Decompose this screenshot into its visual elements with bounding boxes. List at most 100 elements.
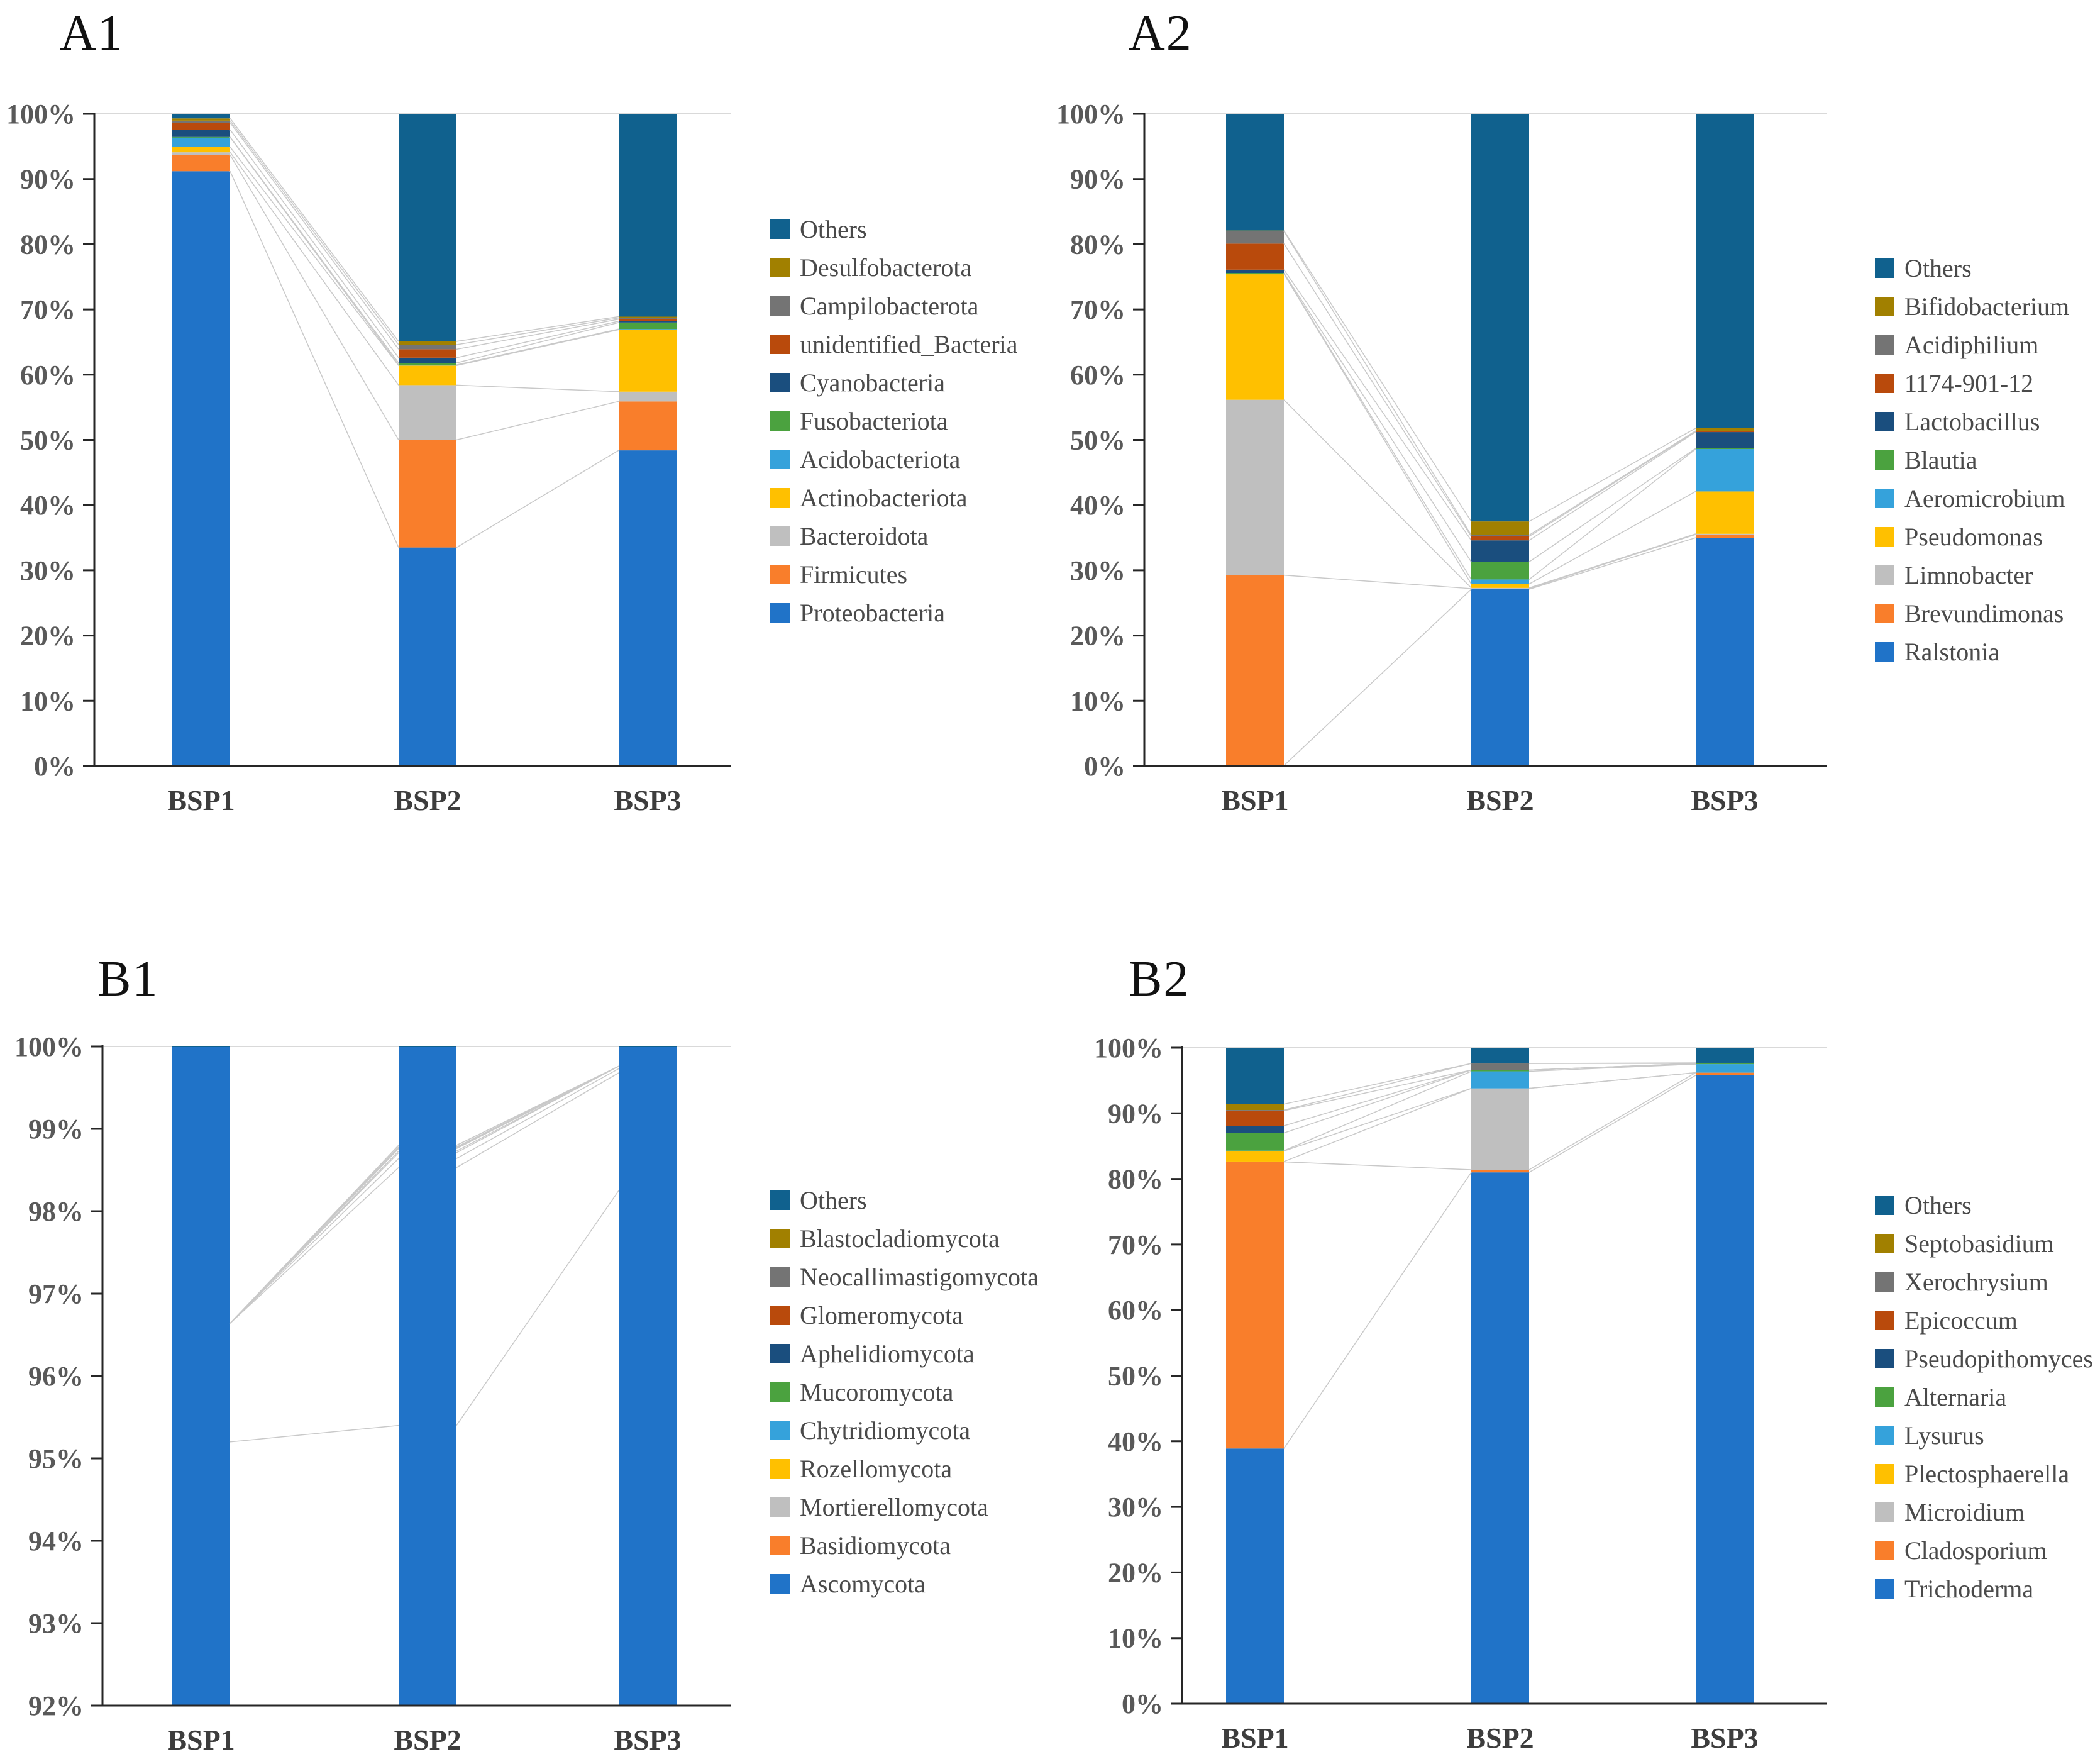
- legend-swatch-icon: [1875, 1234, 1894, 1253]
- legend-label: Firmicutes: [800, 560, 908, 589]
- legend-item: Actinobacteriota: [770, 479, 1018, 517]
- bar-segment-Septobasidium: [1226, 1104, 1284, 1111]
- legend-label: Others: [800, 215, 867, 243]
- legend-label: Others: [1904, 254, 1972, 282]
- bar-segment-Campilobacterota: [172, 120, 230, 123]
- legend-label: Rozellomycota: [800, 1455, 953, 1483]
- connector-line: [1283, 589, 1472, 767]
- x-category-label: BSP2: [394, 784, 461, 816]
- bar-segment-Desulfobacterota: [619, 316, 677, 318]
- connector-line: [1528, 491, 1696, 585]
- panel-title-b1: B1: [97, 952, 159, 1007]
- connector-line: [456, 321, 619, 358]
- bar-segment-unidentified_Bacteria: [619, 319, 677, 321]
- bar-segment-Blautia: [1226, 273, 1284, 274]
- connector-line: [1283, 1063, 1472, 1111]
- legend-item: 1174-901-12: [1875, 364, 2069, 402]
- bar-segment-Bacteroidota: [172, 152, 230, 155]
- legend-swatch-icon: [1875, 565, 1894, 585]
- bar-segment-Acidiphilium: [1226, 231, 1284, 244]
- y-tick-label: 92%: [28, 1690, 84, 1721]
- connector-line: [456, 1072, 619, 1168]
- bar-segment-Actinobacteriota: [619, 330, 677, 392]
- legend-swatch-icon: [1875, 450, 1894, 470]
- connector-line: [1528, 448, 1696, 563]
- legend-item: Fusobacteriota: [770, 402, 1018, 440]
- connector-line: [456, 318, 619, 350]
- legend-label: Blautia: [1904, 446, 1977, 474]
- bar-segment-Plectosphaerella: [1226, 1151, 1284, 1162]
- legend-swatch-icon: [1875, 1502, 1894, 1522]
- connector-line: [229, 1145, 399, 1324]
- legend-swatch-icon: [770, 603, 790, 623]
- legend-b1: Others Blastocladiomycota Neocallimastigom…: [770, 1181, 1039, 1603]
- legend-a1: Others Desulfobacterota Campilobacterota un…: [770, 210, 1018, 632]
- y-tick-label: 20%: [1070, 621, 1125, 652]
- connector-line: [229, 129, 399, 358]
- connector-line: [1283, 1172, 1472, 1449]
- bar-segment-Xerochrysium: [1471, 1063, 1529, 1070]
- bar-segment-Trichoderma: [1226, 1448, 1284, 1704]
- legend-swatch-icon: [770, 373, 790, 392]
- bar-segment-Firmicutes: [619, 401, 677, 451]
- legend-label: Aeromicrobium: [1904, 484, 2065, 513]
- legend-item: Bifidobacterium: [1875, 287, 2069, 326]
- legend-label: Mortierellomycota: [800, 1493, 988, 1521]
- legend-label: Microidium: [1904, 1498, 2025, 1526]
- bar-segment-Pseudopithomyces: [1226, 1126, 1284, 1133]
- bar-segment-Xerochrysium: [1226, 1110, 1284, 1111]
- legend-label: Acidobacteriota: [800, 445, 961, 474]
- legend-item: Pseudopithomyces: [1875, 1340, 2093, 1378]
- connector-line: [1283, 574, 1472, 589]
- y-tick-label: 30%: [20, 555, 75, 586]
- y-tick-label: 70%: [1070, 294, 1125, 325]
- legend-swatch-icon: [770, 296, 790, 316]
- bar-segment-Pseudomonas: [1696, 491, 1754, 534]
- legend-item: Campilobacterota: [770, 287, 1018, 325]
- y-tick-label: 40%: [20, 490, 75, 521]
- bar-segment-Alternaria: [1471, 1070, 1529, 1072]
- legend-item: Ascomycota: [770, 1565, 1039, 1603]
- bar-segment-Bacteroidota: [619, 391, 677, 402]
- bar-segment-Trichoderma: [1696, 1075, 1754, 1704]
- legend-swatch-icon: [1875, 1272, 1894, 1292]
- legend-item: Basidiomycota: [770, 1526, 1039, 1565]
- connector-line: [1528, 533, 1696, 589]
- connector-line: [1528, 1063, 1696, 1072]
- x-category-label: BSP1: [167, 784, 235, 816]
- legend-swatch-icon: [1875, 374, 1894, 393]
- bar-segment-Others: [1696, 1048, 1754, 1063]
- legend-label: Chytridiomycota: [800, 1416, 971, 1445]
- connector-line: [1283, 1069, 1472, 1134]
- bar-segment-Others: [399, 114, 456, 341]
- y-tick-label: 0%: [1122, 1689, 1163, 1719]
- legend-label: Others: [1904, 1191, 1972, 1219]
- connector-line: [229, 122, 399, 350]
- bar-segment-Proteobacteria: [619, 450, 677, 766]
- legend-label: Fusobacteriota: [800, 407, 948, 435]
- legend-item: Lysurus: [1875, 1416, 2093, 1455]
- legend-swatch-icon: [1875, 1311, 1894, 1330]
- legend-item: Blastocladiomycota: [770, 1219, 1039, 1258]
- bar-segment-Ralstonia: [1471, 589, 1529, 766]
- legend-swatch-icon: [770, 1382, 790, 1402]
- y-tick-label: 40%: [1070, 490, 1125, 521]
- connector-line: [229, 120, 399, 345]
- legend-item: Epicoccum: [1875, 1301, 2093, 1340]
- connector-line: [229, 170, 399, 548]
- bar-segment-Aeromicrobium: [1471, 579, 1529, 584]
- bar-segment-Acidobacteriota: [172, 137, 230, 147]
- y-tick-label: 90%: [20, 164, 75, 195]
- y-tick-label: 100%: [14, 1031, 84, 1062]
- connector-line: [1283, 231, 1472, 536]
- legend-label: Limnobacter: [1904, 561, 2033, 589]
- legend-label: Desulfobacterota: [800, 253, 972, 282]
- y-tick-label: 50%: [1070, 424, 1125, 455]
- bar-segment-unidentified_Bacteria: [399, 349, 456, 358]
- connector-line: [456, 328, 619, 365]
- legend-item: Chytridiomycota: [770, 1411, 1039, 1450]
- legend-item: Brevundimonas: [1875, 594, 2069, 633]
- connector-line: [456, 322, 619, 363]
- legend-label: Alternaria: [1904, 1383, 2007, 1411]
- bar-segment-Cladosporium: [1471, 1169, 1529, 1173]
